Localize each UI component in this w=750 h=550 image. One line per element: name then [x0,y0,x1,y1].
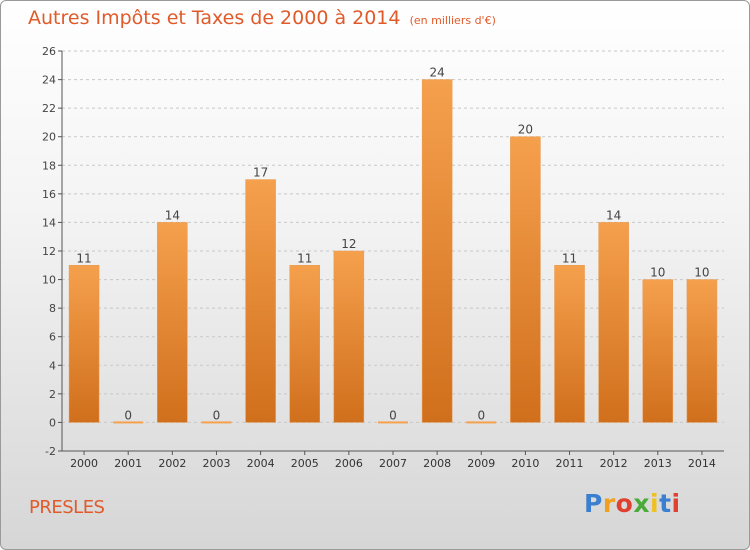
logo-letter: o [615,489,634,518]
data-label: 11 [297,251,312,265]
logo-letter: i [650,489,660,518]
y-tick-label: 6 [49,331,56,344]
y-tick-label: 18 [42,159,56,172]
data-label: 11 [76,251,91,265]
x-tick-label: 2001 [114,457,142,470]
y-tick-label: 12 [42,245,56,258]
logo-letter: t [659,489,672,518]
x-tick-label: 2011 [556,457,584,470]
proxiti-logo: Proxiti [584,489,681,518]
bar [554,265,585,423]
x-tick-label: 2003 [202,457,230,470]
y-tick-label: 20 [42,131,56,144]
logo-letter: i [671,489,681,518]
chart-title: Autres Impôts et Taxes de 2000 à 2014 (e… [28,7,496,29]
y-tick-label: 0 [49,416,56,429]
commune-name: PRESLES [29,497,105,518]
x-tick-label: 2002 [158,457,186,470]
data-label: 0 [477,408,485,422]
bar [466,421,497,424]
data-label: 0 [213,408,221,422]
logo-letter: r [602,489,616,518]
x-tick-label: 2004 [247,457,275,470]
x-tick-label: 2010 [511,457,539,470]
x-tick-label: 2006 [335,457,363,470]
bar [68,265,100,423]
x-tick-label: 2000 [70,457,98,470]
bar [333,250,365,423]
data-label: 17 [253,166,268,180]
bar [157,222,188,423]
data-label: 14 [606,208,621,222]
y-tick-label: 10 [42,274,56,287]
bar [598,222,629,423]
bar [510,136,541,423]
data-label: 10 [694,266,709,280]
y-tick-label: 2 [49,388,56,401]
y-tick-label: 4 [49,359,56,372]
y-tick-label: 16 [42,188,56,201]
data-label: 12 [341,237,356,251]
x-tick-label: 2005 [291,457,319,470]
x-tick-label: 2013 [644,457,672,470]
x-tick-label: 2008 [423,457,451,470]
x-tick-label: 2009 [467,457,495,470]
x-tick-label: 2012 [600,457,628,470]
bar [686,279,718,423]
bar [201,421,232,424]
data-label: 11 [562,251,577,265]
logo-letter: x [633,489,650,518]
y-tick-label: 26 [42,45,56,58]
data-label: 14 [165,208,180,222]
title-text: Autres Impôts et Taxes de 2000 à 2014 [28,7,401,29]
y-tick-label: -2 [45,445,56,458]
bar [378,421,408,424]
y-tick-label: 22 [42,102,56,115]
x-tick-label: 2014 [688,457,716,470]
unit-text: (en milliers d'€) [409,14,496,27]
data-label: 10 [650,266,665,280]
y-tick-label: 8 [49,302,56,315]
bar [113,421,144,424]
bar [642,279,674,423]
bar [245,179,276,423]
logo-letter: P [584,489,603,518]
bar [289,265,320,423]
bar [421,79,453,423]
data-label: 20 [518,123,533,137]
y-tick-label: 24 [42,74,56,87]
data-label: 0 [124,408,132,422]
data-label: 24 [429,66,444,80]
y-tick-label: 14 [42,216,56,229]
x-tick-label: 2007 [379,457,407,470]
data-label: 0 [389,408,397,422]
